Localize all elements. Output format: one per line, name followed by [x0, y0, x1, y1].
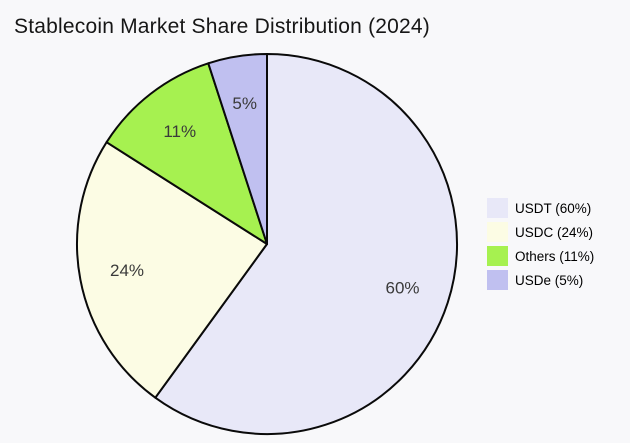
legend-swatch-usdt [487, 198, 508, 218]
slice-label-usdt: 60% [385, 279, 419, 298]
chart-title: Stablecoin Market Share Distribution (20… [14, 15, 430, 38]
legend-row-others: Others (11%) [487, 246, 594, 266]
slice-label-usde: 5% [232, 94, 257, 113]
slice-label-others: 11% [163, 122, 196, 141]
legend-swatch-usde [487, 270, 508, 290]
legend-label-usdt: USDT (60%) [515, 200, 592, 216]
legend-label-usde: USDe (5%) [515, 272, 584, 288]
legend-swatch-usdc [487, 222, 508, 242]
pie-slice-usdc [76, 141, 268, 399]
legend-label-others: Others (11%) [515, 248, 595, 264]
pie-slice-usde [207, 53, 268, 245]
legend-label-usdc: USDC (24%) [515, 224, 594, 240]
legend-swatch-others [487, 246, 508, 266]
slice-label-usdc: 24% [110, 261, 144, 280]
legend: USDT (60%) USDC (24%) Others (11%) USDe (5%… [487, 198, 594, 290]
legend-row-usdc: USDC (24%) [487, 222, 594, 242]
pie-slice-usdt [154, 53, 458, 435]
pie-slices: 60% 24% 11% 5% [76, 53, 458, 435]
legend-row-usdt: USDT (60%) [487, 198, 594, 218]
legend-row-usde: USDe (5%) [487, 270, 594, 290]
pie-slice-others [105, 62, 268, 245]
